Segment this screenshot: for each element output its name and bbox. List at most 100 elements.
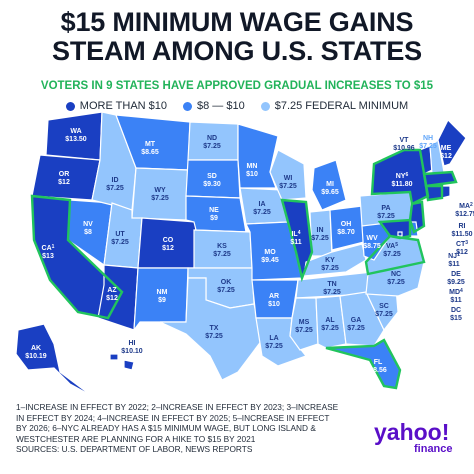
approved-outline-FL bbox=[325, 338, 402, 390]
state-label-nv: NV bbox=[83, 221, 93, 228]
state-label-az: AZ bbox=[107, 287, 117, 294]
state-label-co: CO bbox=[163, 237, 174, 244]
state-wage-ks: $7.25 bbox=[213, 251, 231, 258]
state-wage-wv: $8.75 bbox=[363, 243, 381, 250]
legend-label-mid: $8 — $10 bbox=[197, 100, 245, 112]
state-label-tx: TX bbox=[210, 325, 219, 332]
state-ME bbox=[437, 118, 467, 167]
state-label-nd: ND bbox=[207, 135, 217, 142]
state-wage-il: $11 bbox=[290, 239, 301, 246]
state-wage-tn: $7.25 bbox=[323, 289, 341, 296]
state-label-il: IL4 bbox=[291, 230, 300, 238]
state-footnote-mark-il: 4 bbox=[298, 230, 301, 236]
state-label-ut: UT bbox=[115, 231, 125, 238]
state-wage-wy: $7.25 bbox=[151, 195, 169, 202]
footnote: 1–INCREASE IN EFFECT BY 2022; 2–INCREASE… bbox=[16, 402, 376, 455]
title-line-2: STEAM AMONG U.S. STATES bbox=[52, 36, 422, 66]
state-wage-nj: $11 bbox=[448, 261, 459, 268]
state-label-nj: NJ1 bbox=[448, 252, 460, 260]
state-wage-nm: $9 bbox=[158, 297, 166, 304]
state-wage-nv: $8 bbox=[84, 229, 92, 236]
state-MI bbox=[311, 159, 347, 211]
state-AL bbox=[315, 295, 347, 349]
state-label-ia: IA bbox=[259, 201, 266, 208]
state-label-wi: WI bbox=[284, 175, 293, 182]
logo-subtext: finance bbox=[414, 443, 453, 455]
state-AK bbox=[15, 323, 93, 397]
state-footnote-mark-md: 4 bbox=[460, 288, 463, 294]
state-label-or: OR bbox=[59, 171, 70, 178]
state-label-me: ME bbox=[441, 145, 452, 152]
state-label-wa: WA bbox=[70, 128, 81, 135]
approved-outline-MD bbox=[377, 218, 412, 240]
state-footnote-mark-ct: 3 bbox=[465, 240, 468, 246]
state-wage-mt: $8.65 bbox=[141, 149, 159, 156]
state-wage-az: $12 bbox=[106, 295, 118, 302]
state-wage-ca: $13 bbox=[42, 253, 54, 260]
state-label-fl: FL bbox=[374, 359, 383, 366]
state-wage-ny: $11.80 bbox=[391, 181, 412, 188]
state-label-wy: WY bbox=[154, 187, 166, 194]
approved-outline-MA bbox=[422, 170, 458, 188]
state-wage-wi: $7.25 bbox=[279, 183, 297, 190]
state-label-dc: DC bbox=[451, 307, 461, 314]
state-wage-me: $12 bbox=[440, 153, 452, 160]
state-wage-ky: $7.25 bbox=[321, 265, 339, 272]
state-label-md: MD4 bbox=[449, 288, 463, 296]
legend-swatch-high bbox=[65, 101, 75, 111]
state-label-ne: NE bbox=[209, 207, 219, 214]
state-label-id: ID bbox=[112, 177, 119, 184]
logo-wordmark: yahoo! bbox=[374, 419, 450, 445]
state-label-ks: KS bbox=[217, 243, 227, 250]
state-label-pa: PA bbox=[381, 205, 390, 212]
state-wage-oh: $8.70 bbox=[337, 229, 355, 236]
legend: MORE THAN $10 $8 — $10 $7.25 FEDERAL MIN… bbox=[0, 100, 474, 112]
state-label-ok: OK bbox=[221, 279, 232, 286]
state-wage-co: $12 bbox=[162, 245, 174, 252]
state-label-sc: SC bbox=[379, 303, 389, 310]
state-label-vt: VT bbox=[400, 137, 410, 144]
state-label-nc: NC bbox=[391, 271, 401, 278]
state-wage-dc: $15 bbox=[450, 315, 462, 322]
state-label-va: VA5 bbox=[386, 242, 398, 250]
state-HI bbox=[109, 353, 119, 361]
state-wage-ok: $7.25 bbox=[217, 287, 235, 294]
legend-swatch-mid bbox=[183, 101, 193, 111]
state-wage-nh: $7.25 bbox=[419, 143, 437, 150]
state-NE bbox=[185, 195, 247, 233]
state-wage-ut: $7.25 bbox=[111, 239, 129, 246]
footnote-line-4: WESTCHESTER ARE PLANNING FOR A HIKE TO $… bbox=[16, 433, 256, 444]
state-label-al: AL bbox=[325, 317, 335, 324]
state-wage-mn: $10 bbox=[246, 171, 258, 178]
state-HI-island bbox=[123, 359, 135, 371]
approved-outline-CT bbox=[424, 184, 444, 202]
state-wage-va: $7.25 bbox=[383, 251, 401, 258]
state-wage-nd: $7.25 bbox=[203, 143, 221, 150]
state-wage-or: $12 bbox=[58, 179, 70, 186]
state-GA bbox=[339, 291, 385, 347]
state-label-ky: KY bbox=[325, 257, 335, 264]
footnote-line-1: 1–INCREASE IN EFFECT BY 2022; 2–INCREASE… bbox=[16, 402, 339, 412]
approved-outline-NJ bbox=[408, 200, 426, 234]
state-wage-pa: $7.25 bbox=[377, 213, 395, 220]
approved-outline-NY bbox=[370, 148, 430, 206]
state-wage-al: $7.25 bbox=[321, 325, 339, 332]
chart-title: $15 MINIMUM WAGE GAINS STEAM AMONG U.S. … bbox=[0, 8, 474, 66]
state-OH bbox=[329, 205, 365, 251]
state-wage-la: $7.25 bbox=[265, 343, 283, 350]
state-TX bbox=[159, 277, 263, 381]
state-wage-ne: $9 bbox=[210, 215, 218, 222]
state-wage-ms: $7.25 bbox=[295, 327, 313, 334]
state-wage-ma: $12.75 bbox=[455, 211, 474, 218]
state-labels: WA$13.50OR$12CA1$13NV$8ID$7.25MT$8.65WY$… bbox=[25, 128, 474, 374]
state-wage-fl: $8.56 bbox=[369, 367, 387, 374]
state-label-ma: MA2 bbox=[459, 202, 473, 210]
state-label-ak: AK bbox=[31, 345, 41, 352]
state-wage-hi: $10.10 bbox=[121, 348, 143, 355]
state-label-ms: MS bbox=[299, 319, 310, 326]
state-label-ar: AR bbox=[269, 293, 279, 300]
approved-outline-CA bbox=[30, 194, 124, 320]
legend-label-high: MORE THAN $10 bbox=[79, 100, 168, 112]
